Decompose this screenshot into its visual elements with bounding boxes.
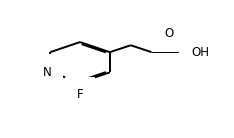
Text: O: O [164, 27, 173, 40]
Text: F: F [77, 88, 83, 101]
Text: OH: OH [191, 46, 209, 59]
Text: N: N [43, 66, 51, 79]
